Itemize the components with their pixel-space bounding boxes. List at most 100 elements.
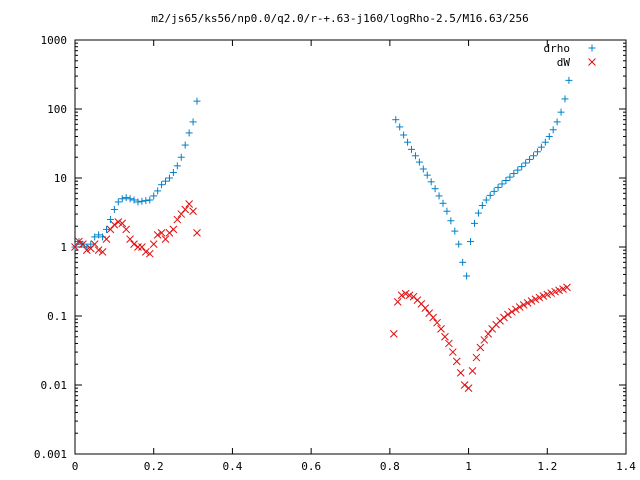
series-drho-point (451, 227, 459, 235)
series-dw-point (480, 336, 489, 344)
series-drho-point (431, 185, 439, 193)
series-dw-point (500, 313, 508, 322)
series-drho-point (514, 166, 522, 174)
plot-frame (74, 39, 627, 455)
legend-marker-dw (588, 58, 596, 66)
series-dw-point (157, 229, 166, 237)
series-dw-point (389, 330, 398, 338)
y-tick-label: 10 (54, 172, 67, 185)
series-drho-point (561, 95, 569, 103)
series-dw-point (527, 297, 536, 305)
series-drho-point (110, 205, 118, 213)
series-dw-point (445, 339, 453, 348)
series-drho-point (134, 198, 142, 206)
series-dw-point (563, 283, 571, 292)
series-dw-point (405, 291, 414, 300)
series-dw-point (71, 243, 79, 251)
series-dw-point (173, 215, 182, 224)
series-dw-point (464, 384, 473, 393)
series-dw-point (448, 348, 457, 356)
series-drho-point (177, 153, 185, 161)
series-drho-point (392, 116, 400, 124)
series-drho-point (408, 145, 416, 153)
series-dw-point (134, 243, 142, 251)
series-drho-point (158, 181, 166, 189)
series-dw-point (181, 205, 190, 214)
series-drho-point (122, 194, 130, 202)
y-tick-label: 0.01 (41, 379, 68, 392)
legend-label-drho: drho (544, 42, 571, 55)
series-drho-point (557, 108, 565, 116)
series-drho (71, 76, 573, 280)
series-dw-point (456, 368, 465, 377)
legend-marker-drho (588, 44, 596, 52)
legend: drho dW (544, 42, 596, 69)
series-dw-point (452, 357, 461, 366)
series-drho-point (553, 118, 561, 126)
series-drho-point (565, 76, 573, 84)
series-dw (71, 200, 571, 393)
series-drho-point (439, 199, 447, 207)
series-drho-point (526, 155, 534, 163)
series-dw-point (161, 235, 170, 243)
series-dw-point (535, 293, 544, 302)
series-dw-point (472, 353, 481, 362)
x-tick-label: 0.8 (380, 460, 400, 473)
series-drho-point (146, 196, 154, 204)
y-tick-label: 1 (60, 241, 67, 254)
x-tick-label: 0.6 (301, 460, 321, 473)
axes: 0 0.2 0.4 0.6 0.8 1 1.2 1.4 0.001 0.01 0.1 1 10 100 10… (34, 34, 636, 473)
series-dw-point (141, 248, 150, 256)
series-drho-point (138, 197, 146, 205)
y-tick-label: 0.001 (34, 448, 67, 461)
series-drho-point (173, 162, 181, 170)
series-dw-point (169, 225, 178, 234)
x-tick-label: 0.4 (222, 460, 242, 473)
series-dw-point (433, 318, 441, 327)
series-dw-point (429, 313, 438, 322)
chart-title: m2/js65/ks56/np0.0/q2.0/r-+.63-j160/logR… (151, 12, 529, 25)
series-drho-point (455, 240, 463, 248)
series-drho-point (400, 131, 408, 139)
series-drho-point (545, 132, 553, 140)
x-tick-label: 0.2 (144, 460, 164, 473)
series-dw-point (102, 235, 111, 243)
series-dw-point (110, 220, 119, 229)
series-drho-point (419, 165, 427, 173)
series-drho-point (126, 195, 134, 203)
series-drho-point (533, 148, 541, 156)
series-dw-point (149, 240, 158, 248)
series-drho-point (427, 178, 435, 186)
series-drho-point (189, 118, 197, 126)
series-drho-point (118, 195, 126, 203)
series-drho-point (530, 152, 538, 160)
series-drho-point (470, 219, 478, 227)
series-drho-point (494, 183, 502, 191)
series-dw-point (437, 325, 445, 333)
series-drho-point (423, 171, 431, 179)
series-dw-point (90, 240, 99, 248)
y-tick-label: 1000 (41, 34, 68, 47)
series-dw-point (98, 248, 107, 256)
series-dw-point (145, 249, 154, 258)
series-dw-point (397, 291, 406, 300)
series-drho-point (91, 233, 99, 241)
series-drho-point (87, 240, 95, 248)
series-drho-point (459, 258, 467, 266)
legend-marker-glyph (588, 44, 596, 52)
series-drho-point (443, 207, 451, 215)
series-drho-point (193, 97, 201, 105)
series-dw-point (185, 200, 193, 208)
series-dw-point (193, 229, 201, 237)
series-drho-point (95, 231, 103, 239)
data-points (71, 76, 573, 393)
series-drho-point (185, 129, 193, 137)
series-dw-point (504, 310, 512, 319)
series-dw-point (94, 246, 103, 255)
series-dw-point (519, 301, 528, 309)
series-dw-point (539, 292, 548, 300)
series-dw-point (138, 243, 146, 251)
series-dw-point (118, 219, 127, 228)
series-dw-point (421, 304, 430, 312)
